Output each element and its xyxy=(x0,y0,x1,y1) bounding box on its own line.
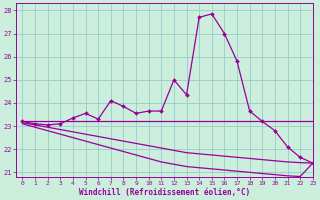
X-axis label: Windchill (Refroidissement éolien,°C): Windchill (Refroidissement éolien,°C) xyxy=(79,188,250,197)
